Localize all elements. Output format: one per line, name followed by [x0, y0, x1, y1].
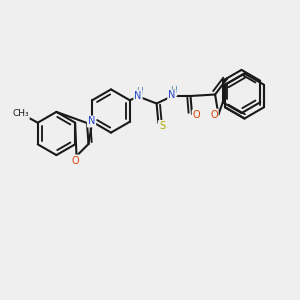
Text: CH₃: CH₃	[12, 109, 29, 118]
Text: H: H	[170, 86, 176, 95]
Text: O: O	[193, 110, 200, 121]
Text: H: H	[136, 87, 142, 96]
Text: N: N	[168, 90, 175, 100]
Text: O: O	[71, 155, 79, 166]
Text: S: S	[159, 121, 165, 131]
Text: N: N	[134, 91, 142, 101]
Text: O: O	[210, 110, 218, 120]
Text: N: N	[88, 116, 95, 127]
